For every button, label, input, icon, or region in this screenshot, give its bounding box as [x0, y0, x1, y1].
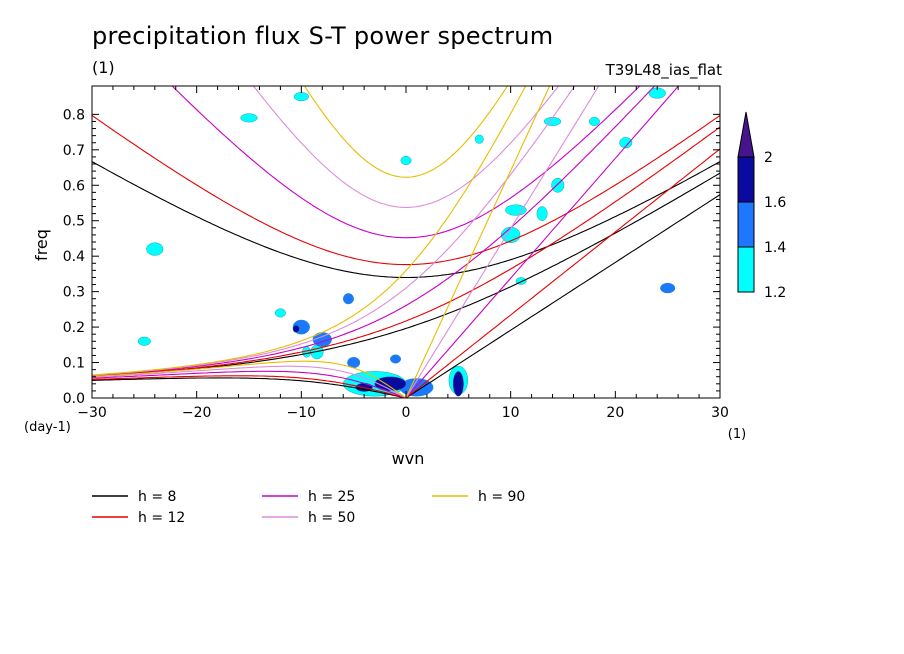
- rossby-wave-curve: [92, 360, 407, 398]
- plot-frame: [91, 85, 721, 399]
- contour-blob: [588, 116, 600, 126]
- gravity-wave-curve: [171, 86, 641, 239]
- contour-blob: [374, 376, 407, 392]
- gravity-wave-curve: [303, 86, 509, 178]
- y-tick-label: 0.2: [63, 320, 85, 336]
- y-tick-label: 0.4: [63, 249, 85, 265]
- x-tick-label: −10: [287, 405, 317, 421]
- colorbar-label: 1.4: [764, 240, 786, 256]
- y-tick-label: 0.6: [63, 178, 85, 194]
- y-tick-label: 0.8: [63, 107, 85, 123]
- legend-label: h = 12: [138, 510, 185, 526]
- legend-label: h = 90: [478, 489, 525, 505]
- y-tick-label: 0.1: [63, 356, 85, 372]
- x-tick-label: −20: [182, 405, 212, 421]
- contour-blob: [619, 137, 633, 149]
- contour-blob: [400, 155, 412, 165]
- y-axis-label: freq: [32, 229, 51, 261]
- x-unit-label: (1): [728, 427, 746, 442]
- rossby-wave-curve: [92, 365, 407, 398]
- rossby-wave-curve: [92, 375, 407, 398]
- x-tick-label: 20: [606, 405, 624, 421]
- rossby-wave-curve: [92, 377, 407, 398]
- plot-area: [92, 86, 720, 398]
- contour-blob: [146, 242, 164, 256]
- contour-blob: [342, 293, 354, 305]
- x-tick-label: −30: [77, 405, 107, 421]
- mrg-wave-curve: [92, 86, 527, 376]
- colorbar-extend-triangle: [737, 111, 755, 158]
- contour-blob: [505, 204, 527, 216]
- mrg-wave-curve: [92, 172, 720, 378]
- y-tick-label: 0.0: [63, 391, 85, 407]
- contour-blob: [137, 336, 151, 346]
- colorbar-label: 2: [764, 150, 773, 166]
- chart-title: precipitation flux S-T power spectrum: [92, 22, 554, 50]
- unit-label: (1): [92, 58, 115, 77]
- y-tick-label: 0.7: [63, 143, 85, 159]
- colorbar-label: 1.6: [764, 195, 786, 211]
- y-tick-label: 0.3: [63, 285, 85, 301]
- contour-blob: [536, 206, 548, 221]
- rossby-wave-curve: [92, 370, 407, 398]
- y-tick-label: 0.5: [63, 214, 85, 230]
- x-tick-label: 30: [711, 405, 729, 421]
- legend-label: h = 8: [138, 489, 176, 505]
- contour-blob: [292, 325, 300, 333]
- colorbar-segment: [737, 156, 755, 203]
- legend-label: h = 50: [308, 510, 355, 526]
- contour-blob: [660, 282, 676, 294]
- colorbar-segment: [737, 246, 755, 293]
- colorbar-segment: [737, 201, 755, 248]
- contour-blob: [293, 92, 309, 102]
- gravity-wave-curve: [252, 86, 560, 208]
- legend-label: h = 25: [308, 489, 355, 505]
- kelvin-wave-curve: [405, 194, 720, 398]
- kelvin-wave-curve: [405, 148, 720, 398]
- contour-blob: [474, 134, 484, 144]
- mrg-wave-curve: [92, 126, 720, 377]
- kelvin-wave-curve: [405, 86, 600, 398]
- contour-blob: [390, 354, 401, 364]
- contour-blob: [452, 371, 464, 397]
- gravity-wave-curve: [92, 114, 720, 266]
- colorbar-label: 1.2: [764, 285, 786, 301]
- y-unit-label: (day-1): [24, 420, 71, 435]
- x-axis-label: wvn: [392, 449, 425, 468]
- kelvin-wave-curve: [405, 86, 680, 398]
- contour-blob: [274, 308, 286, 318]
- mrg-wave-curve: [92, 86, 576, 376]
- kelvin-wave-curve: [405, 86, 551, 398]
- experiment-label: T39L48_ias_flat: [605, 61, 722, 79]
- mrg-wave-curve: [92, 86, 656, 377]
- x-tick-label: 0: [402, 405, 411, 421]
- gravity-wave-curve: [92, 161, 720, 279]
- x-tick-label: 10: [502, 405, 520, 421]
- contour-blob: [240, 113, 258, 123]
